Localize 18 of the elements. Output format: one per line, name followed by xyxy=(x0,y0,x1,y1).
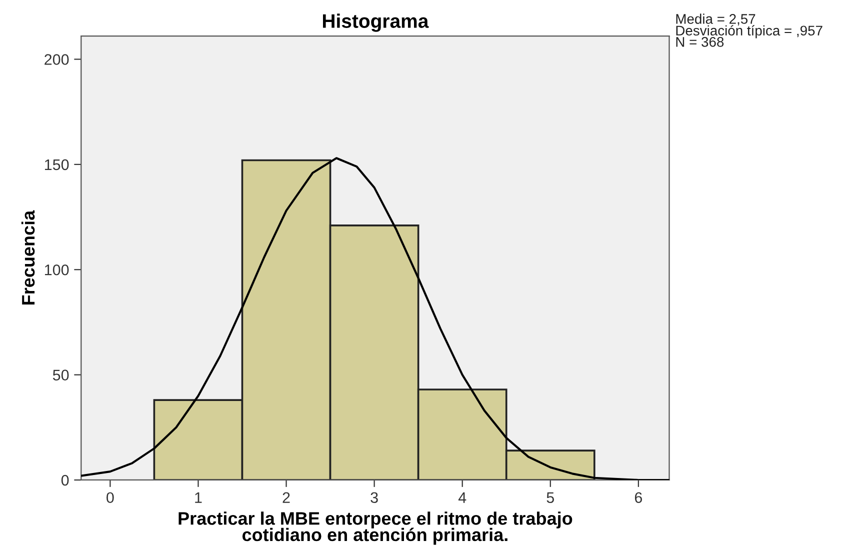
chart-title: Histograma xyxy=(322,14,429,32)
x-tick-label: 6 xyxy=(634,492,642,504)
x-tick-label: 1 xyxy=(195,492,202,503)
y-tick-label: 100 xyxy=(44,264,69,276)
y-tick-label: 200 xyxy=(44,54,69,65)
y-tick-label: 50 xyxy=(52,370,69,380)
x-tick-label: 5 xyxy=(546,492,554,504)
x-tick-label: 4 xyxy=(458,492,466,503)
y-tick-label: 150 xyxy=(44,159,69,170)
text: Desviación típica = ,957 xyxy=(676,25,822,38)
y-axis-title: Frecuencia xyxy=(21,210,35,305)
x-tick-label: 0 xyxy=(106,492,114,504)
y-tick-label: 0 xyxy=(61,474,69,486)
text: Media = 2,57 xyxy=(676,14,756,26)
x-axis-title: Practicar la MBE entorpece el ritmo de trabajo cotidiano en atención primaria. xyxy=(178,512,572,545)
x-tick-label: 2 xyxy=(282,492,290,503)
x-tick-label: 3 xyxy=(370,492,378,504)
text: N = 368 xyxy=(676,37,724,47)
